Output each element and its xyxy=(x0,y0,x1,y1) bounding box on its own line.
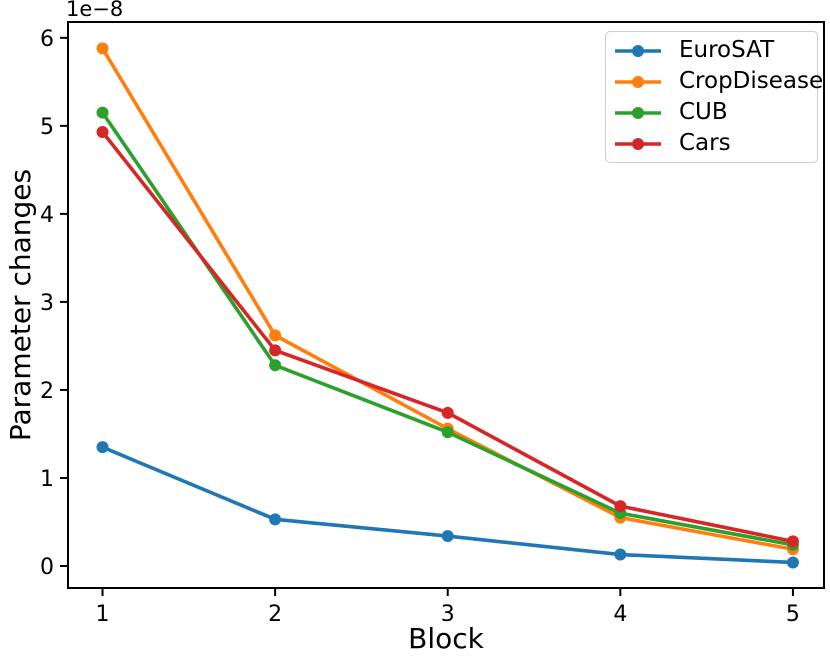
x-tick-label: 5 xyxy=(786,602,800,627)
series-marker-cars xyxy=(441,406,454,419)
x-tick-label: 4 xyxy=(613,602,627,627)
y-tick-label: 4 xyxy=(40,203,54,228)
series-marker-eurosat xyxy=(614,548,627,561)
legend-label: CUB xyxy=(679,99,728,125)
series-marker-cars xyxy=(96,126,109,139)
y-axis-offset-text: 1e−8 xyxy=(66,0,124,21)
series-marker-cub xyxy=(96,106,109,119)
series-marker-cub xyxy=(441,426,454,439)
legend-line-sample-eurosat xyxy=(615,44,661,57)
y-tick-label: 6 xyxy=(40,27,54,52)
series-line-cub xyxy=(100,110,795,547)
x-tick-label: 3 xyxy=(441,602,455,627)
y-axis-label: Parameter changes xyxy=(4,168,37,442)
x-axis-label: Block xyxy=(408,622,484,655)
legend-label: EuroSAT xyxy=(679,37,775,63)
legend-line-sample-cropdisease xyxy=(615,75,661,88)
legend-item-cars: Cars xyxy=(614,132,809,155)
legend-item-eurosat: EuroSAT xyxy=(614,39,809,62)
series-marker-cars xyxy=(269,344,282,357)
series-marker-eurosat xyxy=(786,556,799,569)
series-marker-eurosat xyxy=(96,441,109,454)
legend-line-sample-cars xyxy=(615,137,661,150)
legend: EuroSAT CropDisease CUB Cars xyxy=(605,31,823,163)
plot-area xyxy=(67,21,825,589)
legend-item-cub: CUB xyxy=(614,101,809,124)
series-marker-cropdisease xyxy=(269,329,282,342)
y-tick-label: 0 xyxy=(40,555,54,580)
series-marker-cars xyxy=(614,500,627,513)
x-tick-label: 1 xyxy=(96,602,110,627)
series-line-cars xyxy=(100,130,795,544)
y-tick-label: 3 xyxy=(40,291,54,316)
series-line-eurosat xyxy=(100,445,795,565)
y-tick-label: 1 xyxy=(40,467,54,492)
y-tick-label: 2 xyxy=(40,379,54,404)
series-marker-cars xyxy=(786,535,799,548)
series-marker-eurosat xyxy=(269,513,282,526)
x-tick-label: 2 xyxy=(268,602,282,627)
series-marker-eurosat xyxy=(441,530,454,543)
series-marker-cropdisease xyxy=(96,42,109,55)
series-marker-cub xyxy=(269,359,282,372)
legend-item-cropdisease: CropDisease xyxy=(614,70,823,93)
legend-line-sample-cub xyxy=(615,106,661,119)
legend-label: Cars xyxy=(679,130,731,156)
legend-label: CropDisease xyxy=(679,68,824,94)
y-tick-label: 5 xyxy=(40,115,54,140)
